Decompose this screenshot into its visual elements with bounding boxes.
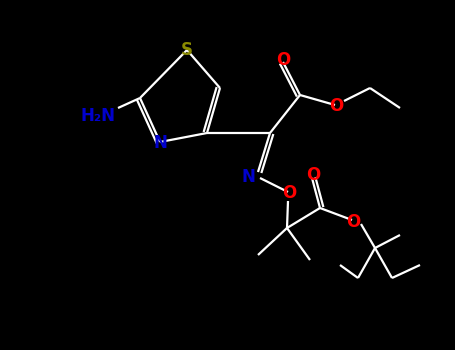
Text: S: S: [181, 41, 193, 59]
Text: N: N: [241, 168, 255, 186]
Text: O: O: [346, 213, 360, 231]
Text: O: O: [276, 51, 290, 69]
Text: N: N: [153, 134, 167, 152]
Text: O: O: [329, 97, 343, 115]
Text: O: O: [306, 166, 320, 184]
Text: O: O: [282, 184, 296, 202]
Text: H₂N: H₂N: [81, 107, 116, 125]
